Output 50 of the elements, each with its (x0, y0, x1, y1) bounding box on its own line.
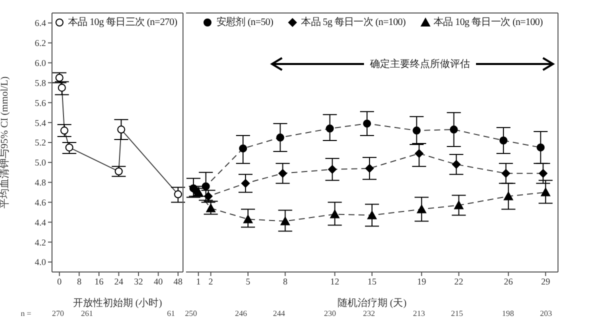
y-tick-label: 4.6 (34, 197, 46, 208)
legend-label: 本品 10g 每日一次 (n=100) (434, 16, 543, 29)
y-tick-label: 5.0 (34, 158, 46, 168)
text: 232 (362, 309, 376, 318)
y-tick-label: 4.8 (34, 178, 46, 188)
x-tick-label: 24 (114, 276, 124, 286)
x-tick-label: 15 (368, 276, 377, 286)
x-tick-label: 0 (57, 276, 62, 286)
x-tick-label: 1 (196, 276, 201, 286)
text: 203 (539, 309, 553, 318)
x-tick-label: 32 (134, 276, 144, 286)
x-axis-title: 随机治疗期 (天) (337, 297, 407, 309)
legend-label: 本品 10g 每日三次 (n=270) (68, 16, 178, 29)
text: 198 (501, 309, 515, 318)
x-tick-label: 8 (76, 276, 82, 286)
y-tick-label: 6.4 (34, 18, 46, 28)
y-tick-label: 4.4 (34, 217, 46, 228)
x-tick-label: 16 (94, 276, 104, 286)
legend-label: 安慰剂 (n=50) (216, 16, 274, 29)
y-tick-label: 6.2 (34, 38, 46, 48)
text: 213 (412, 309, 426, 318)
x-tick-label: 29 (541, 276, 551, 286)
text: 270 (51, 309, 65, 318)
text: 244 (272, 309, 286, 318)
text: 230 (323, 309, 337, 318)
y-tick-label: 5.4 (34, 118, 46, 128)
x-tick-label: 19 (417, 276, 427, 286)
text: 246 (234, 309, 248, 318)
x-tick-label: 8 (282, 276, 288, 286)
x-tick-label: 2 (208, 276, 214, 286)
text: 250 (184, 309, 198, 318)
y-tick-label: 5.6 (34, 98, 46, 108)
y-tick-label: 5.8 (34, 78, 46, 88)
legend-label: 本品 5g 每日一次 (n=100) (301, 16, 406, 29)
text: 61 (166, 309, 176, 318)
x-axis-title: 开放性初始期 (小时) (72, 297, 162, 309)
x-tick-label: 5 (246, 276, 251, 286)
x-tick-label: 40 (154, 276, 164, 286)
text: 261 (80, 309, 94, 318)
annotation: 确定主要终点所做评估 (369, 58, 471, 71)
x-tick-label: 12 (330, 276, 340, 286)
text: 215 (450, 309, 464, 318)
x-tick-label: 48 (174, 276, 184, 286)
text: n = (20, 309, 32, 318)
y-tick-label: 4.2 (34, 237, 46, 248)
y-tick-label: 5.2 (34, 138, 46, 148)
x-tick-label: 22 (454, 276, 464, 286)
x-tick-label: 26 (504, 276, 514, 286)
y-tick-label: 6.0 (34, 58, 46, 68)
y-tick-label: 4.0 (34, 257, 46, 268)
